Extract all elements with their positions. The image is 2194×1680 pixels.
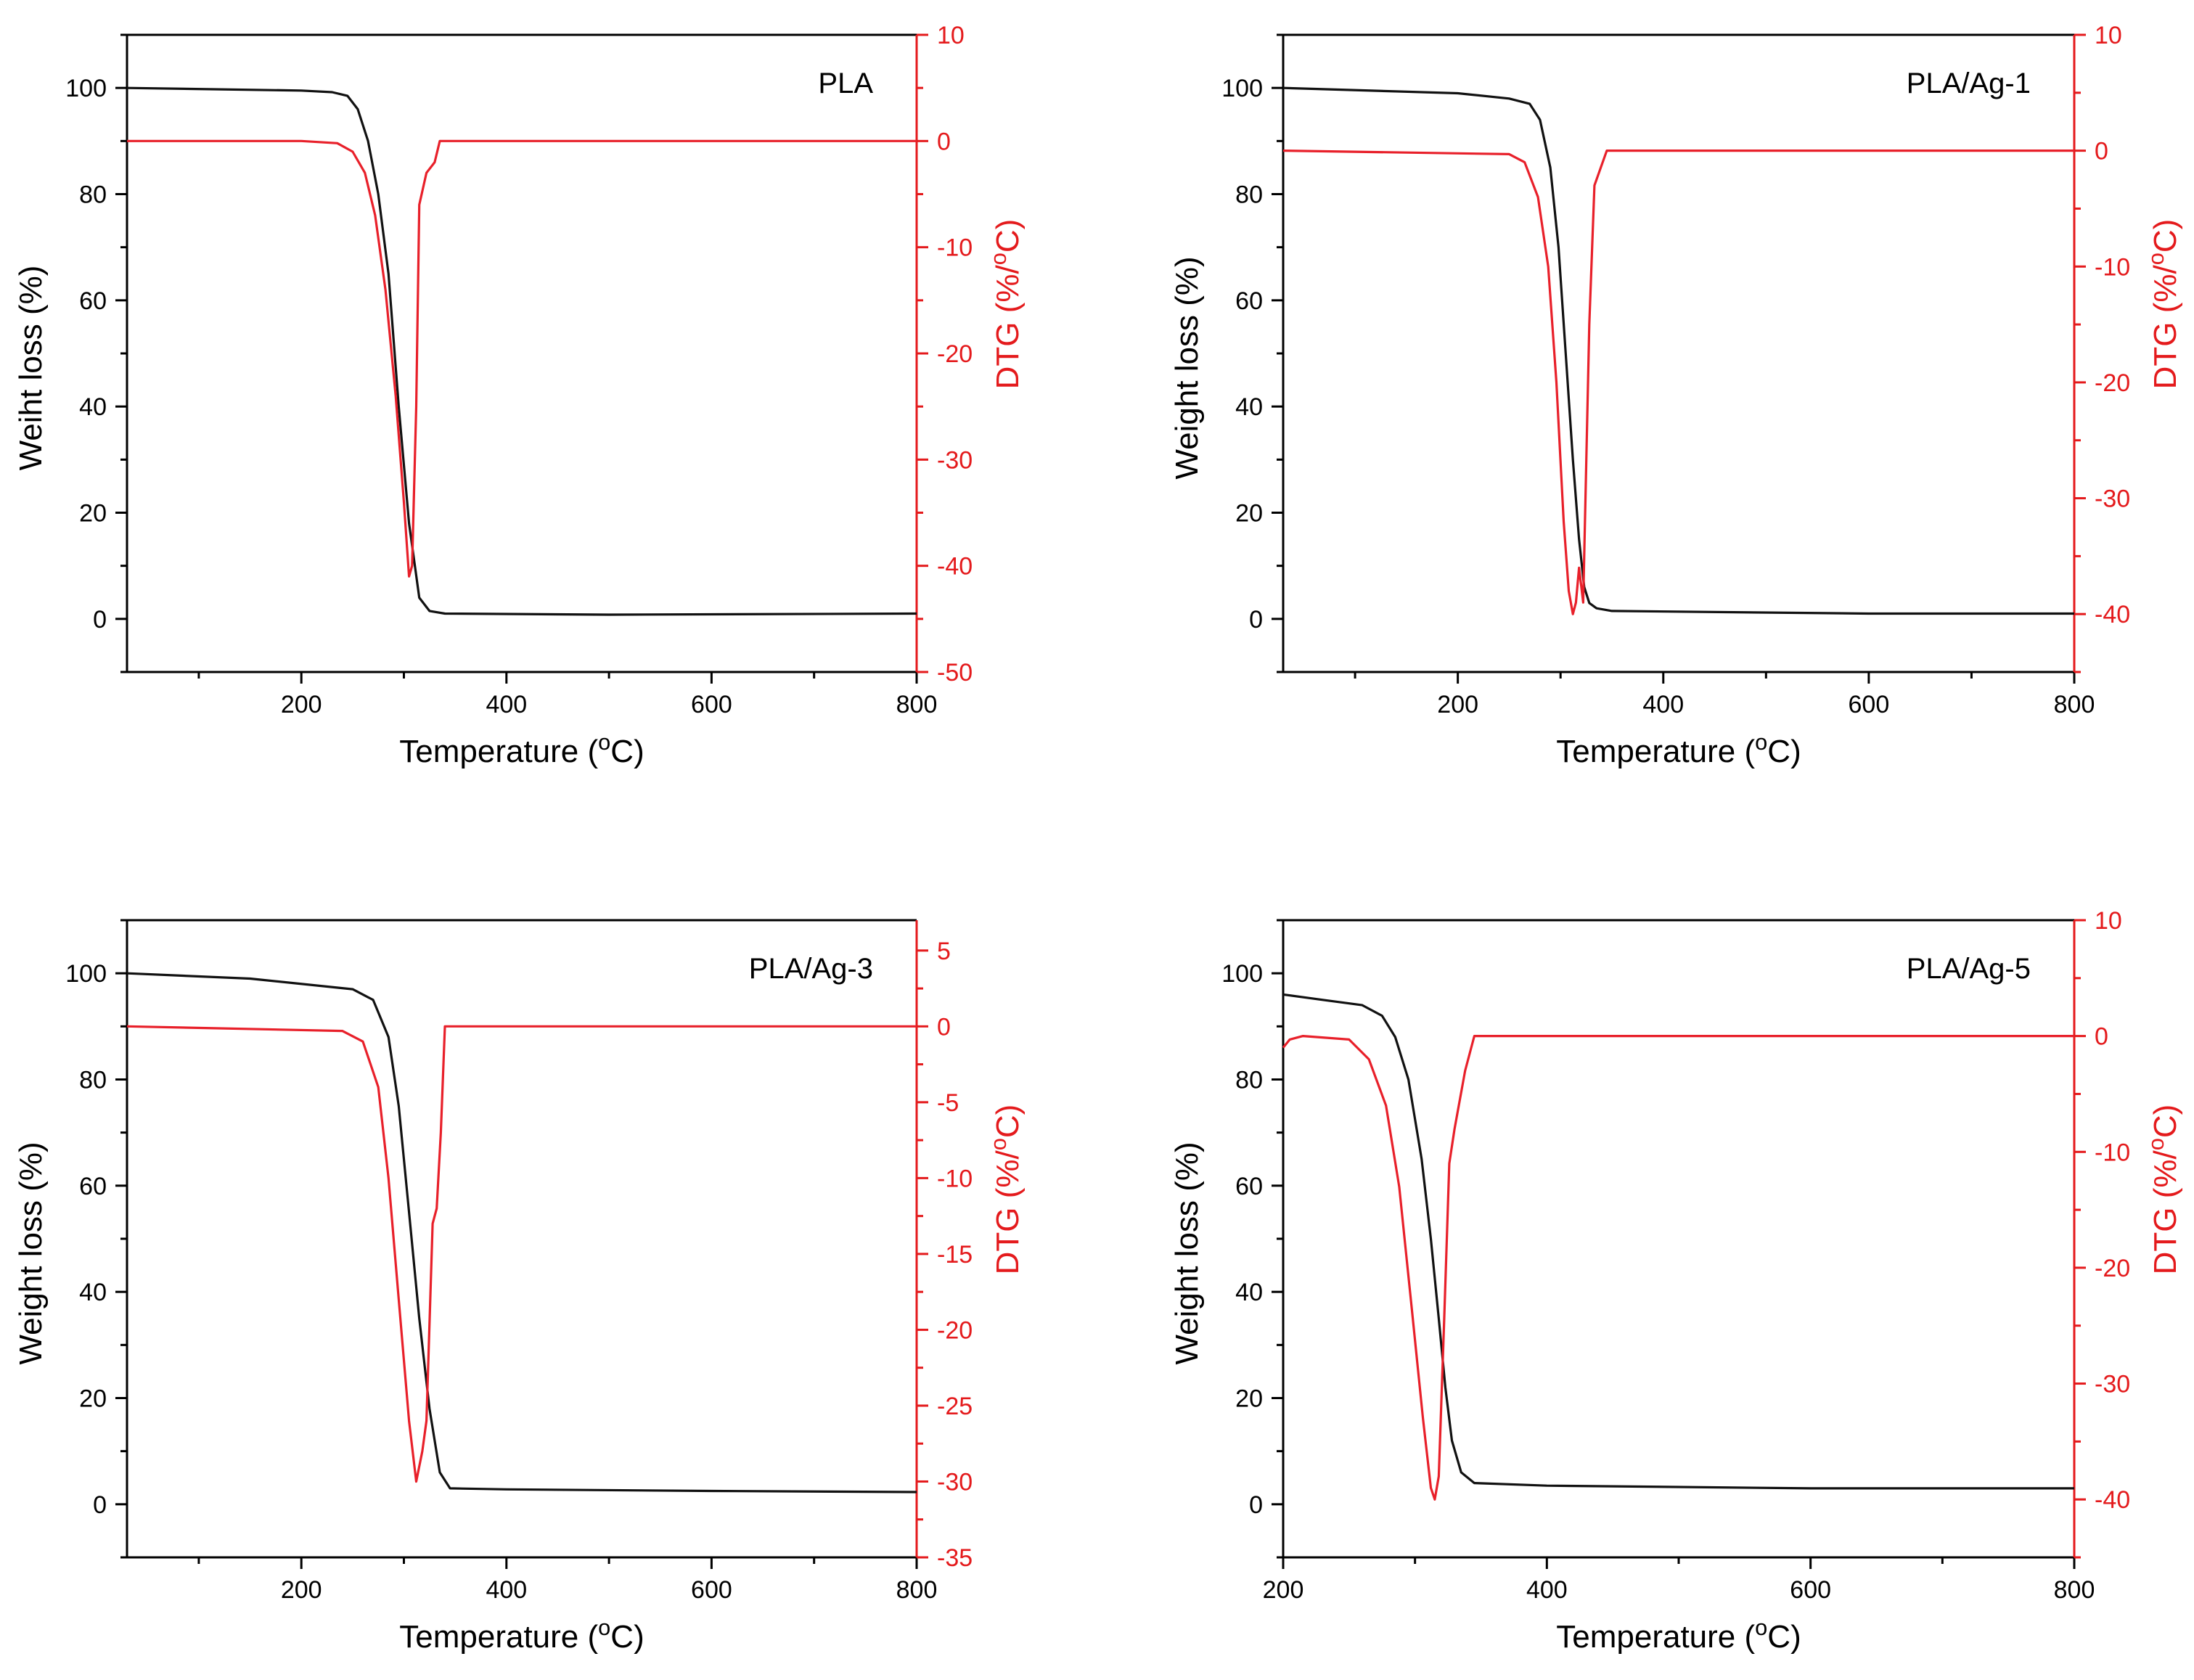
chart-panel-pla: 200 400 600 800020406080100100-10-20-30-40-… [13, 22, 1026, 769]
x-tick-label: 600 [1849, 691, 1890, 718]
dtg-curve [1282, 1035, 2074, 1501]
sample-annotation: PLA [818, 67, 873, 99]
y-tick-label: 20 [1235, 1385, 1263, 1413]
y2-tick-label: -10 [937, 1165, 973, 1192]
y2-tick-label: -5 [937, 1089, 959, 1117]
weight-loss-curve [126, 86, 917, 616]
y-tick-label: 60 [79, 1173, 107, 1200]
x-axis-label: Temperature (oC) [399, 729, 644, 770]
y2-tick-label: -40 [937, 553, 973, 581]
y2-tick-label: -30 [2095, 1371, 2130, 1398]
x-tick-label: 400 [486, 1576, 527, 1604]
y-axis-label: Weight loss (%) [13, 1142, 49, 1364]
y-tick-label: 40 [1235, 393, 1263, 421]
y-tick-label: 60 [79, 287, 107, 315]
x-tick-label: 600 [691, 1576, 732, 1604]
y2-tick-label: -25 [937, 1393, 973, 1420]
y-tick-label: 60 [1235, 287, 1263, 315]
x-tick-label: 800 [2054, 1576, 2095, 1604]
y2-tick-label: 10 [2095, 907, 2122, 935]
weight-loss-curve [126, 972, 917, 1493]
x-tick-label: 600 [1790, 1576, 1831, 1604]
x-tick-label: 200 [281, 1576, 322, 1604]
y-tick-label: 0 [93, 606, 107, 634]
x-axis-label: Temperature (oC) [1556, 1615, 1801, 1655]
x-tick-label: 800 [896, 1576, 938, 1604]
y-tick-label: 20 [1235, 500, 1263, 528]
y2-tick-label: -20 [2095, 1255, 2130, 1282]
y-tick-label: 20 [79, 500, 107, 528]
x-axis-label: Temperature (oC) [1556, 729, 1801, 770]
x-tick-label: 400 [1642, 691, 1684, 718]
y2-tick-label: 10 [2095, 22, 2122, 49]
y2-axis-label: DTG (%/oC) [986, 1105, 1026, 1275]
y2-tick-label: 10 [937, 22, 965, 49]
sample-annotation: PLA/Ag-5 [1907, 953, 2031, 985]
x-tick-label: 200 [1437, 691, 1478, 718]
y-tick-label: 0 [93, 1491, 107, 1519]
y-axis-label: Weight loss (%) [1169, 1142, 1205, 1364]
y2-tick-label: -10 [2095, 1139, 2130, 1166]
y2-tick-label: -30 [937, 1468, 973, 1496]
sample-annotation: PLA/Ag-1 [1907, 67, 2031, 99]
y2-tick-label: 0 [2095, 138, 2108, 165]
y2-axis-label: DTG (%/oC) [986, 219, 1026, 390]
y2-tick-label: 0 [937, 1013, 951, 1041]
y-tick-label: 0 [1249, 1491, 1263, 1519]
chart-panel-pla-ag-5: 200 400 600 800020406080100100-10-20-30-40T… [1169, 907, 2183, 1655]
y2-tick-label: -30 [937, 446, 973, 474]
y2-tick-label: 0 [2095, 1023, 2108, 1051]
y-tick-label: 100 [1221, 960, 1263, 988]
y2-axis-label: DTG (%/oC) [2143, 219, 2184, 390]
y2-tick-label: -20 [2095, 369, 2130, 397]
x-tick-label: 600 [691, 691, 732, 718]
y2-tick-label: -20 [937, 1316, 973, 1344]
weight-loss-curve [1282, 86, 2074, 615]
y-tick-label: 100 [65, 960, 107, 988]
y2-tick-label: -50 [937, 659, 973, 687]
y2-tick-label: -40 [2095, 1486, 2130, 1514]
y2-axis-label: DTG (%/oC) [2143, 1105, 2184, 1275]
x-tick-label: 400 [1526, 1576, 1568, 1604]
y2-tick-label: -10 [937, 234, 973, 262]
x-axis-label: Temperature (oC) [399, 1615, 644, 1655]
weight-loss-curve [1282, 993, 2074, 1490]
x-tick-label: 200 [281, 691, 322, 718]
dtg-curve [127, 139, 917, 578]
y-tick-label: 20 [79, 1385, 107, 1413]
y2-tick-label: -30 [2095, 485, 2130, 513]
y2-tick-label: -40 [2095, 601, 2130, 628]
y-tick-label: 80 [1235, 181, 1263, 209]
dtg-curve [126, 1025, 917, 1483]
y-tick-label: 100 [65, 75, 107, 102]
y-axis-label: Weight loss (%) [1169, 256, 1205, 479]
x-tick-label: 400 [486, 691, 527, 718]
dtg-curve [1282, 149, 2074, 615]
y-tick-label: 100 [1221, 75, 1263, 102]
x-tick-label: 200 [1263, 1576, 1304, 1604]
y-tick-label: 0 [1249, 606, 1263, 634]
y-tick-label: 80 [79, 1067, 107, 1094]
y2-tick-label: 0 [937, 128, 951, 155]
y-tick-label: 80 [1235, 1067, 1263, 1094]
x-tick-label: 800 [896, 691, 938, 718]
sample-annotation: PLA/Ag-3 [749, 953, 873, 985]
y2-tick-label: -35 [937, 1544, 973, 1572]
y-axis-label: Weiht loss (%) [13, 266, 49, 471]
y2-tick-label: -10 [2095, 253, 2130, 281]
y-tick-label: 80 [79, 181, 107, 209]
y2-tick-label: -20 [937, 340, 973, 368]
y2-tick-label: 5 [937, 938, 951, 965]
y-tick-label: 40 [1235, 1279, 1263, 1306]
chart-panel-pla-ag-3: 200 400 600 800 0 20 40 60 80 100 5 0 -5 -10 -15 -20 -25… [13, 919, 1026, 1655]
y-tick-label: 40 [79, 393, 107, 421]
chart-panel-pla-ag-1: 200 400 600 800020406080100100-10-20-30-40T… [1169, 22, 2183, 769]
x-tick-label: 800 [2054, 691, 2095, 718]
y-tick-label: 60 [1235, 1173, 1263, 1200]
y-tick-label: 40 [79, 1279, 107, 1306]
y2-tick-label: -15 [937, 1241, 973, 1269]
